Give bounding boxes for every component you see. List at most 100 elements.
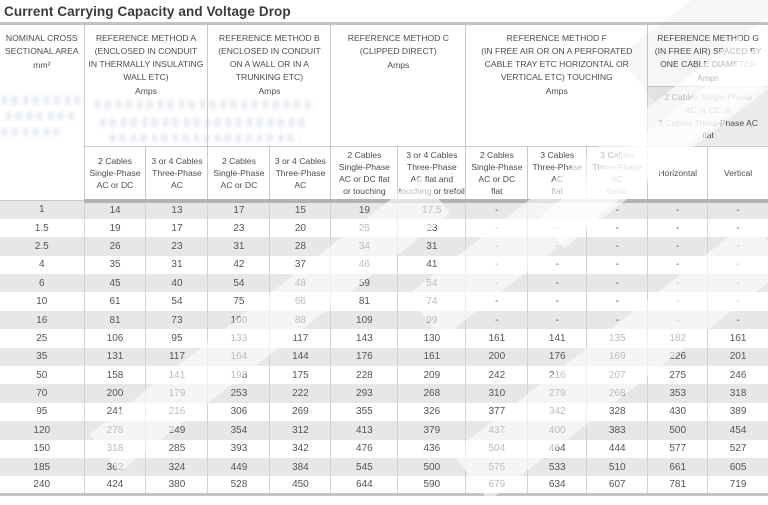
method-g-title: REFERENCE METHOD G (IN FREE AIR) SPACED …	[654, 33, 762, 69]
value-cell: 355	[330, 402, 399, 422]
value-cell: 268	[397, 384, 467, 403]
value-cell: 25	[330, 218, 399, 238]
area-cell: 70	[0, 384, 85, 403]
value-cell: 169	[586, 347, 649, 367]
value-cell: 328	[586, 402, 649, 422]
subheader-g-horizontal: Horizontal	[647, 146, 709, 203]
area-cell: 50	[0, 366, 85, 385]
value-cell: -	[465, 255, 529, 275]
table-row: 150 318 285 393 342 476 436 504 464 444 577 527	[0, 439, 768, 458]
value-cell: -	[707, 200, 768, 219]
value-cell: 209	[397, 366, 467, 385]
value-cell: 342	[269, 439, 332, 458]
value-cell: -	[586, 200, 649, 219]
value-cell: 23	[207, 218, 271, 238]
header-method-f: REFERENCE METHOD F (IN FREE AIR OR ON A …	[465, 23, 649, 147]
value-cell: 285	[145, 439, 209, 458]
value-cell: -	[527, 218, 588, 238]
value-cell: 354	[207, 421, 271, 440]
value-cell: 413	[330, 421, 399, 440]
value-cell: 15	[269, 200, 332, 219]
value-cell: 781	[647, 476, 709, 495]
value-cell: 31	[145, 255, 209, 275]
value-cell: 216	[145, 402, 209, 422]
header-row-methods: NOMINAL CROSS SECTIONAL AREA mm² REFEREN…	[0, 23, 768, 201]
value-cell: 176	[330, 347, 399, 367]
value-cell: 73	[145, 310, 209, 330]
method-f-unit: Amps	[545, 85, 568, 96]
value-cell: 17.5	[397, 200, 467, 219]
table-row: 35 131 117 164 144 176 161 200 176 169 226 201	[0, 347, 768, 367]
area-cell: 4	[0, 255, 85, 275]
value-cell: -	[586, 274, 649, 293]
value-cell: 679	[465, 476, 529, 495]
value-cell: 99	[397, 310, 467, 330]
value-cell: 436	[397, 439, 467, 458]
header-area: NOMINAL CROSS SECTIONAL AREA mm²	[0, 23, 85, 201]
value-cell: -	[647, 292, 709, 311]
value-cell: 279	[527, 384, 588, 403]
value-cell: 661	[647, 457, 709, 477]
value-cell: -	[647, 237, 709, 256]
value-cell: 246	[707, 366, 768, 385]
table-row: 2.5 26 23 31 28 34 31- - - - -	[0, 237, 768, 256]
header-method-b: REFERENCE METHOD B (ENCLOSED IN CONDUIT …	[207, 23, 332, 147]
table-body: 1 14 13 17 15 19 17.5- - - - -1.5 19 17 23 20 25 23- - - - -…	[0, 200, 768, 495]
value-cell: 510	[586, 457, 649, 477]
value-cell: 54	[397, 274, 467, 293]
value-cell: -	[707, 292, 768, 311]
subheader-a-3or4cables: 3 or 4 Cables Three-Phase AC	[145, 146, 209, 203]
value-cell: 607	[586, 476, 649, 495]
value-cell: 719	[707, 476, 768, 495]
value-cell: 141	[527, 329, 588, 348]
value-cell: 384	[269, 457, 332, 477]
value-cell: -	[586, 237, 649, 256]
value-cell: 500	[397, 457, 467, 477]
value-cell: 577	[647, 439, 709, 458]
table-row: 10 61 54 75 66 81 74- - - - -	[0, 292, 768, 311]
value-cell: 182	[647, 329, 709, 348]
header-method-a: REFERENCE METHOD A (ENCLOSED IN CONDUIT …	[83, 23, 209, 147]
area-cell: 95	[0, 402, 85, 422]
value-cell: 500	[647, 421, 709, 440]
value-cell: 175	[269, 366, 332, 385]
value-cell: 117	[145, 347, 209, 367]
value-cell: -	[527, 274, 588, 293]
value-cell: 17	[145, 218, 209, 238]
value-cell: 437	[465, 421, 529, 440]
value-cell: 528	[207, 476, 271, 495]
header-method-c: REFERENCE METHOD C (CLIPPED DIRECT) Amps	[330, 23, 467, 147]
value-cell: -	[527, 237, 588, 256]
value-cell: 100	[207, 310, 271, 330]
value-cell: 393	[207, 439, 271, 458]
value-cell: 504	[465, 439, 529, 458]
value-cell: 37	[269, 255, 332, 275]
value-cell: -	[586, 310, 649, 330]
value-cell: 228	[330, 366, 399, 385]
method-b-title: REFERENCE METHOD B (ENCLOSED IN CONDUIT …	[218, 33, 321, 82]
area-cell: 25	[0, 329, 85, 348]
value-cell: 161	[707, 329, 768, 348]
value-cell: 34	[330, 237, 399, 256]
value-cell: 201	[707, 347, 768, 367]
subheader-f-3cables-trefoil: 3 Cables Three-Phase AC trefoil	[586, 146, 649, 203]
table-row: 95 241 216 306 269 355 326 377 342 328 430 389	[0, 402, 768, 422]
value-cell: 133	[207, 329, 271, 348]
capacity-table: NOMINAL CROSS SECTIONAL AREA mm² REFEREN…	[0, 22, 768, 497]
value-cell: 31	[207, 237, 271, 256]
method-c-unit: Amps	[387, 59, 410, 70]
value-cell: 41	[397, 255, 467, 275]
method-a-title: REFERENCE METHOD A (ENCLOSED IN CONDUIT …	[88, 33, 204, 82]
value-cell: 75	[207, 292, 271, 311]
value-cell: -	[707, 310, 768, 330]
value-cell: -	[527, 255, 588, 275]
value-cell: 444	[586, 439, 649, 458]
value-cell: 164	[207, 347, 271, 367]
value-cell: 253	[207, 384, 271, 403]
table-row: 1 14 13 17 15 19 17.5- - - - -	[0, 200, 768, 219]
value-cell: 383	[586, 421, 649, 440]
value-cell: 241	[83, 402, 147, 422]
value-cell: 81	[83, 310, 147, 330]
table-row: 50 158 141 198 175 228 209 242 216 207 275 246	[0, 366, 768, 385]
value-cell: 88	[269, 310, 332, 330]
